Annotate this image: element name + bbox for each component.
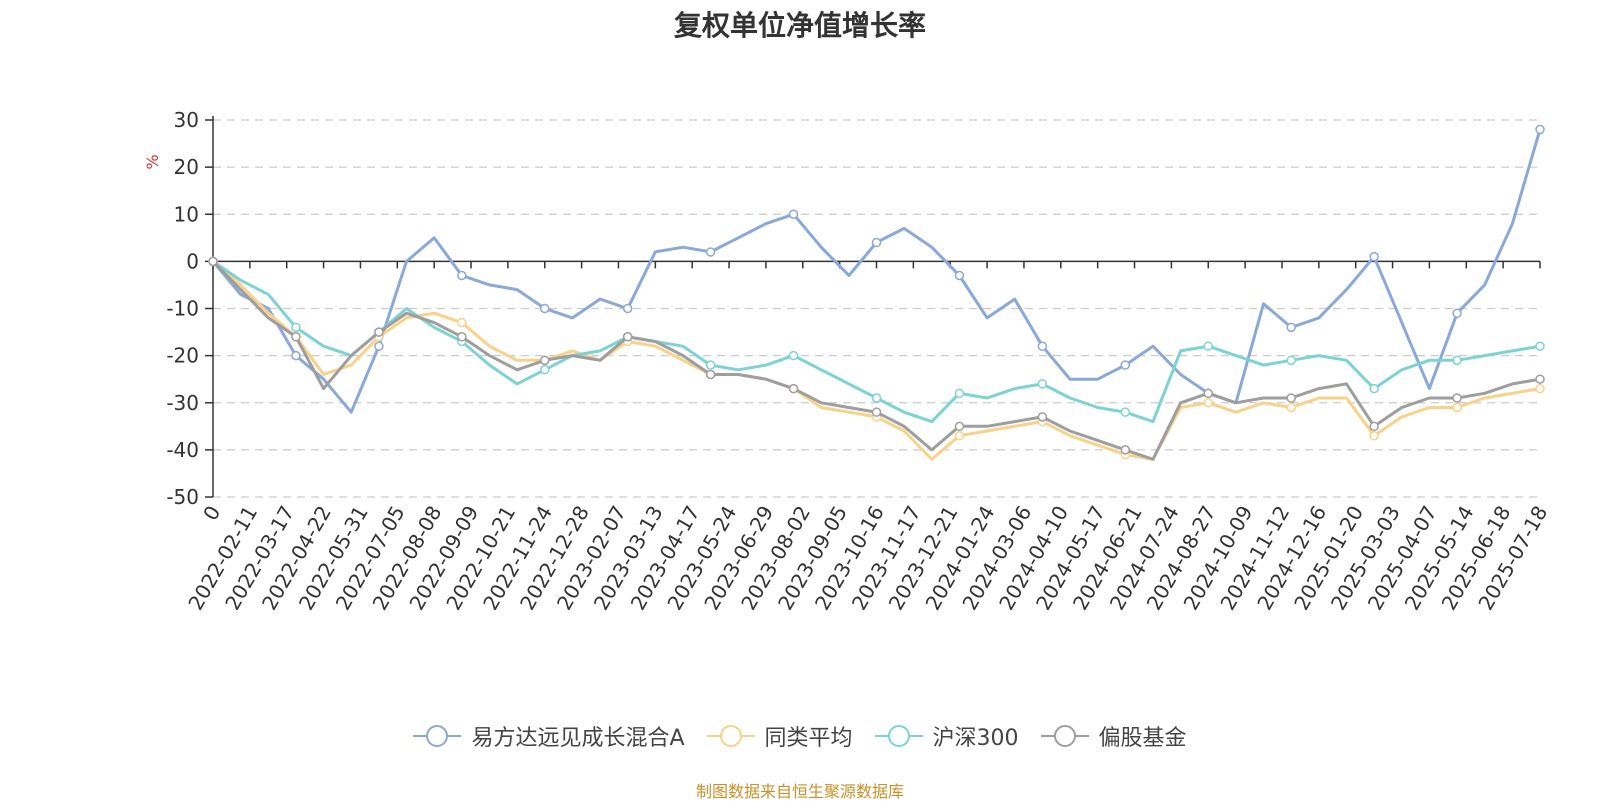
data-point <box>1286 322 1296 333</box>
data-point <box>291 332 301 342</box>
data-point <box>1203 398 1213 408</box>
data-point <box>1369 251 1379 262</box>
y-tick-label: 20 <box>174 155 199 179</box>
y-tick-label: 10 <box>174 202 199 226</box>
data-point <box>788 350 799 361</box>
data-point <box>788 383 799 394</box>
data-point <box>954 430 965 441</box>
series-line-0 <box>211 128 1542 414</box>
data-point <box>208 256 218 267</box>
data-point <box>540 355 550 366</box>
data-point <box>1452 402 1462 413</box>
data-point <box>1203 388 1213 399</box>
data-point <box>1286 355 1296 366</box>
data-point <box>954 388 965 399</box>
data-point <box>1120 445 1131 455</box>
data-point <box>871 407 882 417</box>
data-point <box>705 360 716 370</box>
data-point <box>291 350 301 361</box>
legend-item-0[interactable]: 易方达远见成长混合A <box>413 720 685 752</box>
data-point <box>1369 383 1379 394</box>
y-tick-label: 0 <box>186 249 199 273</box>
chart-title: 复权单位净值增长率 <box>673 9 926 42</box>
data-point <box>457 317 467 328</box>
legend-swatch-icon <box>706 724 755 748</box>
data-point <box>457 332 467 342</box>
data-point <box>1037 341 1048 351</box>
legend-label: 偏股基金 <box>1098 726 1187 751</box>
data-point <box>1452 393 1462 403</box>
data-point <box>1120 407 1131 417</box>
legend-swatch-icon <box>413 724 462 748</box>
footer-source: 制图数据来自恒生聚源数据库 <box>695 782 904 801</box>
data-point <box>871 393 882 403</box>
data-point <box>457 270 467 281</box>
legend-item-2[interactable]: 沪深300 <box>874 720 1019 752</box>
x-tick-label: 0 <box>198 502 225 525</box>
data-point <box>954 270 965 281</box>
axes <box>205 116 1541 498</box>
legend-item-1[interactable]: 同类平均 <box>706 720 853 752</box>
legend-swatch-icon <box>874 724 923 748</box>
data-point <box>374 327 384 337</box>
y-axis-label: % <box>143 154 162 169</box>
legend-item-3[interactable]: 偏股基金 <box>1040 720 1187 752</box>
data-point <box>291 322 301 333</box>
y-tick-label: -20 <box>166 344 199 368</box>
data-point <box>1286 402 1296 413</box>
data-point <box>1203 341 1213 351</box>
data-point <box>1535 374 1545 384</box>
data-point <box>871 237 882 248</box>
legend-label: 同类平均 <box>764 726 853 751</box>
data-point <box>374 341 384 351</box>
data-point <box>1120 360 1131 370</box>
data-point <box>788 209 799 219</box>
legend-label: 易方达远见成长混合A <box>471 726 685 751</box>
legend-label: 沪深300 <box>932 726 1019 751</box>
data-point <box>622 332 633 342</box>
data-point <box>1286 393 1296 403</box>
y-tick-label: -30 <box>166 391 199 415</box>
data-point <box>1452 355 1462 366</box>
data-point <box>1037 379 1048 389</box>
data-point <box>1452 308 1462 318</box>
data-point <box>540 303 550 314</box>
y-tick-label: -40 <box>166 438 199 462</box>
y-tick-label: 30 <box>174 108 199 132</box>
data-point <box>1369 430 1379 441</box>
data-point <box>540 365 550 375</box>
series-lines <box>208 124 1545 461</box>
data-point <box>1535 341 1545 351</box>
data-point <box>1535 124 1545 135</box>
data-point <box>1535 383 1545 394</box>
y-tick-label: -50 <box>166 485 199 509</box>
y-tick-label: -10 <box>166 297 199 321</box>
data-point <box>1369 421 1379 432</box>
data-point <box>954 421 965 432</box>
data-point <box>705 369 716 380</box>
grid-lines <box>213 119 1540 498</box>
data-point <box>622 303 633 314</box>
legend: 易方达远见成长混合A 同类平均 沪深300 偏股基金 <box>0 720 1600 752</box>
data-point <box>1037 412 1048 422</box>
legend-swatch-icon <box>1040 724 1089 748</box>
data-point <box>705 247 716 257</box>
